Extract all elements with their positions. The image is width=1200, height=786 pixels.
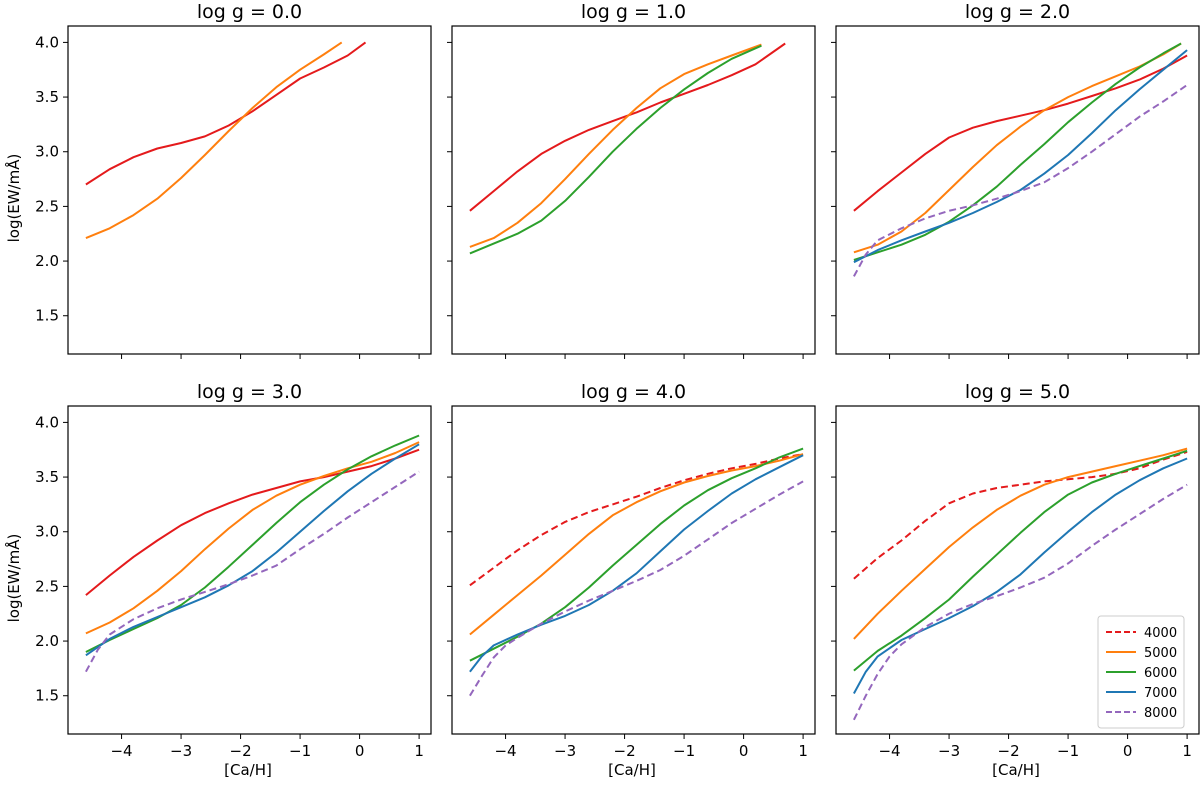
panel-1: log g = 0.0 1.5 2.0 2.5 3.0 3.5 4.0 xyxy=(35,1,432,359)
y-tick-label: 1.5 xyxy=(35,687,59,705)
x-tick-label: −1 xyxy=(1057,742,1079,760)
y-tick-label: 2.0 xyxy=(35,252,59,270)
legend-label-4000: 4000 xyxy=(1144,626,1177,641)
series-line-8000 xyxy=(853,483,1188,721)
legend-box xyxy=(1097,615,1185,729)
series-line-7000 xyxy=(469,454,804,673)
series-line-5000 xyxy=(853,42,1182,254)
plot-frame xyxy=(835,25,1200,355)
x-tick-label: −3 xyxy=(170,742,192,760)
y-tick-label: 1.5 xyxy=(35,307,59,325)
series-line-5000 xyxy=(85,41,343,240)
legend-label-5000: 5000 xyxy=(1144,646,1177,661)
panel-title: log g = 3.0 xyxy=(197,381,302,403)
legend-label-6000: 6000 xyxy=(1144,666,1177,681)
series-line-4000 xyxy=(853,54,1188,212)
plot-frame xyxy=(451,25,816,355)
series-line-5000 xyxy=(853,447,1188,640)
series-line-6000 xyxy=(469,447,804,662)
panel-4: log g = 3.0 −4 −3 −2 −1 0 1 1.5 2.0 2.5 3.0 3.5 4.0 xyxy=(35,381,432,760)
x-axis-label-col-3: [Ca/H] xyxy=(992,761,1040,779)
plot-frame xyxy=(451,405,816,735)
x-tick-label: −2 xyxy=(998,742,1020,760)
y-axis-label-row-1: log(EW/mÅ) xyxy=(4,154,23,243)
y-tick-label: 3.0 xyxy=(35,143,59,161)
legend: 4000 5000 6000 7000 8000 xyxy=(1097,615,1185,729)
x-tick-label: −1 xyxy=(289,742,311,760)
panel-5: log g = 4.0 −4 −3 −2 −1 0 1 xyxy=(447,381,816,760)
panel-title: log g = 2.0 xyxy=(965,1,1070,23)
panel-title: log g = 4.0 xyxy=(581,381,686,403)
legend-label-8000: 8000 xyxy=(1144,706,1177,721)
series-line-5000 xyxy=(85,441,420,635)
series-line-4000 xyxy=(85,448,420,596)
panel-6: log g = 5.0 −4 −3 −2 −1 0 1 xyxy=(831,381,1200,760)
panel-2: log g = 1.0 xyxy=(447,1,816,359)
series-line-6000 xyxy=(85,434,420,653)
plot-frame xyxy=(67,405,432,735)
legend-label-7000: 7000 xyxy=(1144,686,1177,701)
x-tick-label: 0 xyxy=(739,742,749,760)
x-tick-label: −2 xyxy=(230,742,252,760)
x-tick-label: −2 xyxy=(614,742,636,760)
series-line-6000 xyxy=(853,42,1182,261)
y-tick-label: 2.5 xyxy=(35,577,59,595)
x-axis-label-col-1: [Ca/H] xyxy=(224,761,272,779)
plot-frame xyxy=(835,405,1200,735)
series-line-8000 xyxy=(853,84,1188,277)
y-tick-label: 4.0 xyxy=(35,413,59,431)
series-line-7000 xyxy=(853,49,1188,264)
x-tick-label: 1 xyxy=(414,742,424,760)
series-line-4000 xyxy=(469,453,804,587)
x-tick-label: −3 xyxy=(554,742,576,760)
series-line-6000 xyxy=(853,449,1188,672)
y-tick-label: 3.0 xyxy=(35,523,59,541)
x-tick-label: −4 xyxy=(110,742,132,760)
series-line-4000 xyxy=(853,450,1188,580)
series-line-4000 xyxy=(85,41,367,186)
series-line-8000 xyxy=(85,470,420,673)
y-axis-label-row-2: log(EW/mÅ) xyxy=(4,534,23,623)
y-tick-label: 3.5 xyxy=(35,468,59,486)
x-tick-label: −3 xyxy=(938,742,960,760)
y-tick-label: 2.0 xyxy=(35,632,59,650)
y-tick-label: 4.0 xyxy=(35,33,59,51)
panel-title: log g = 5.0 xyxy=(965,381,1070,403)
x-tick-label: 1 xyxy=(1182,742,1192,760)
y-tick-label: 2.5 xyxy=(35,197,59,215)
y-tick-label: 3.5 xyxy=(35,88,59,106)
panel-title: log g = 1.0 xyxy=(581,1,686,23)
x-tick-label: −4 xyxy=(878,742,900,760)
x-tick-label: 0 xyxy=(355,742,365,760)
series-line-5000 xyxy=(469,43,762,248)
series-line-6000 xyxy=(469,44,762,255)
series-line-5000 xyxy=(469,453,804,636)
series-line-7000 xyxy=(853,457,1188,694)
x-tick-label: 1 xyxy=(798,742,808,760)
x-tick-label: −1 xyxy=(673,742,695,760)
panel-title: log g = 0.0 xyxy=(197,1,302,23)
x-tick-label: −4 xyxy=(494,742,516,760)
series-line-8000 xyxy=(469,480,804,697)
series-line-7000 xyxy=(85,443,420,657)
series-line-4000 xyxy=(469,42,786,212)
x-tick-label: 0 xyxy=(1123,742,1133,760)
panel-3: log g = 2.0 xyxy=(831,1,1200,359)
plot-frame xyxy=(67,25,432,355)
x-axis-label-col-2: [Ca/H] xyxy=(608,761,656,779)
